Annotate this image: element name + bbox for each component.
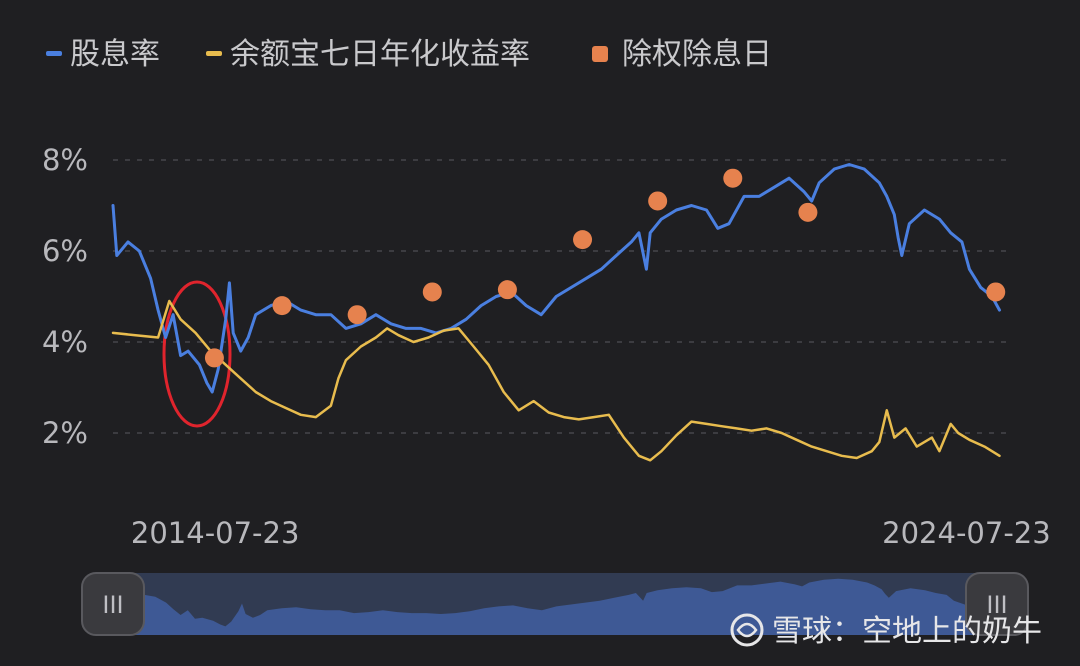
series-line-yuebao-yield[interactable] [111,299,1001,462]
legend-swatch-dividend-yield [46,51,62,56]
zoom-slider[interactable]: III III [81,572,1029,636]
ex-dividend-points [204,168,1006,368]
x-axis-ticks: 2014-07-23 2024-07-23 [131,516,1051,550]
watermark: 雪球：空地上的奶牛 [730,613,1042,649]
series-line-dividend-yield[interactable] [111,163,1001,394]
ex-dividend-point[interactable] [986,282,1006,302]
slider-handle-right-grip: III [986,591,1007,619]
y-axis-ticks: 8% 6% 4% 2% [42,143,88,450]
y-tick-label: 8% [42,143,88,177]
annotation-ellipse [162,280,232,428]
ex-dividend-point[interactable] [347,305,367,325]
x-tick-label: 2024-07-23 [882,516,1051,550]
y-tick-label: 2% [42,416,88,450]
watermark-text: 雪球：空地上的奶牛 [772,614,1042,649]
slider-selection[interactable] [112,573,996,635]
grid-lines [113,159,1010,434]
ex-dividend-point[interactable] [723,168,743,188]
ex-dividend-point[interactable] [497,280,517,300]
legend-item-yuebao-yield[interactable]: 余额宝七日年化收益率 [206,37,530,72]
ex-dividend-point[interactable] [798,202,818,222]
snowball-logo-icon [730,613,764,647]
legend-label-dividend-yield: 股息率 [70,37,160,72]
ex-dividend-point[interactable] [648,191,668,211]
slider-handle-left-box[interactable] [81,572,145,636]
snowball-logo-outer [730,613,764,647]
ex-dividend-point[interactable] [204,348,224,368]
y-tick-label: 4% [42,325,88,359]
snowball-logo-inner [736,622,758,638]
series-lines [111,163,1001,462]
slider-handle-right[interactable]: III [965,572,1029,636]
ex-dividend-point[interactable] [573,230,593,250]
legend-item-dividend-yield[interactable]: 股息率 [46,37,160,72]
legend-label-ex-dividend-date: 除权除息日 [622,37,772,72]
legend-swatch-ex-dividend-date [592,46,608,62]
slider-handle-left[interactable]: III [81,572,145,636]
x-tick-label: 2014-07-23 [131,516,300,550]
legend-label-yuebao-yield: 余额宝七日年化收益率 [230,37,530,72]
ex-dividend-point[interactable] [272,296,292,316]
slider-handle-left-grip: III [102,591,123,619]
legend[interactable]: 股息率 余额宝七日年化收益率 除权除息日 [46,37,772,72]
legend-item-ex-dividend-date[interactable]: 除权除息日 [592,37,772,72]
slider-handle-right-box[interactable] [965,572,1029,636]
ex-dividend-point[interactable] [422,282,442,302]
y-tick-label: 6% [42,234,88,268]
slider-preview-area [130,578,990,635]
legend-swatch-yuebao-yield [206,51,222,56]
